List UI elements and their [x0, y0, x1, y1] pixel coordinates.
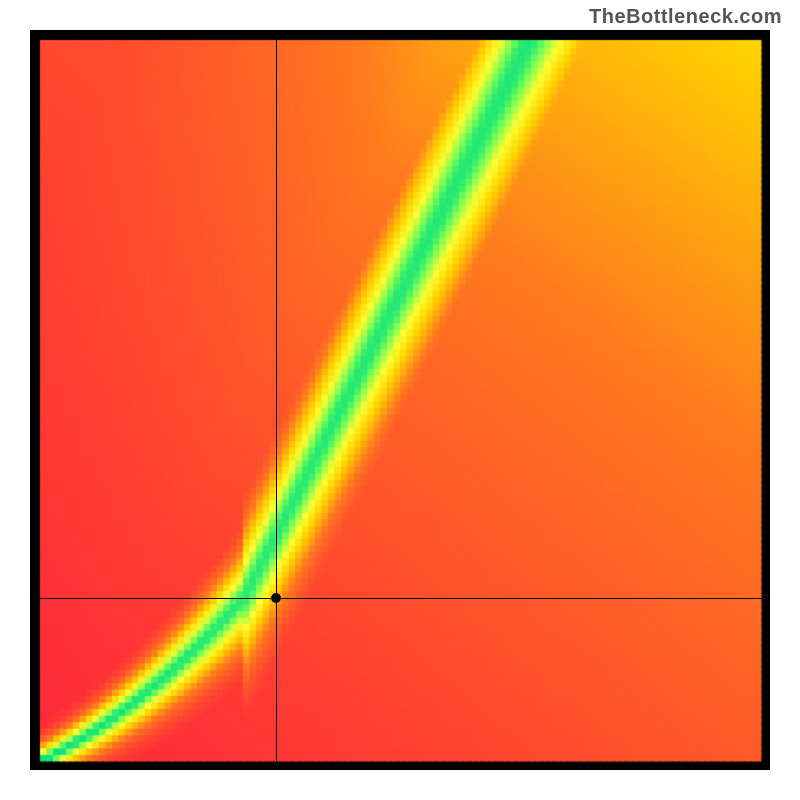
heatmap-canvas — [30, 30, 770, 770]
chart-container: TheBottleneck.com — [0, 0, 800, 800]
watermark-label: TheBottleneck.com — [589, 6, 782, 29]
crosshair-marker — [271, 593, 281, 603]
crosshair-horizontal — [30, 598, 770, 599]
crosshair-vertical — [276, 30, 277, 770]
plot-area — [30, 30, 770, 770]
